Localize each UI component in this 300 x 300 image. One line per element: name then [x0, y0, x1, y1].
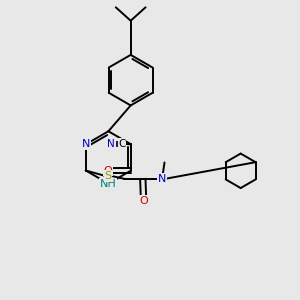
- Text: S: S: [104, 171, 112, 181]
- Text: N: N: [82, 140, 90, 149]
- Text: NH: NH: [100, 178, 117, 189]
- Text: O: O: [139, 196, 148, 206]
- Text: N: N: [107, 139, 115, 149]
- Text: C: C: [118, 139, 125, 149]
- Text: N: N: [158, 174, 166, 184]
- Text: O: O: [103, 166, 112, 176]
